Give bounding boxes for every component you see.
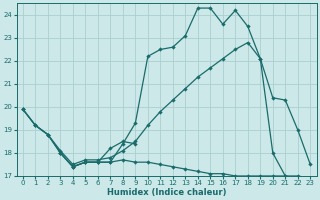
X-axis label: Humidex (Indice chaleur): Humidex (Indice chaleur) (107, 188, 226, 197)
